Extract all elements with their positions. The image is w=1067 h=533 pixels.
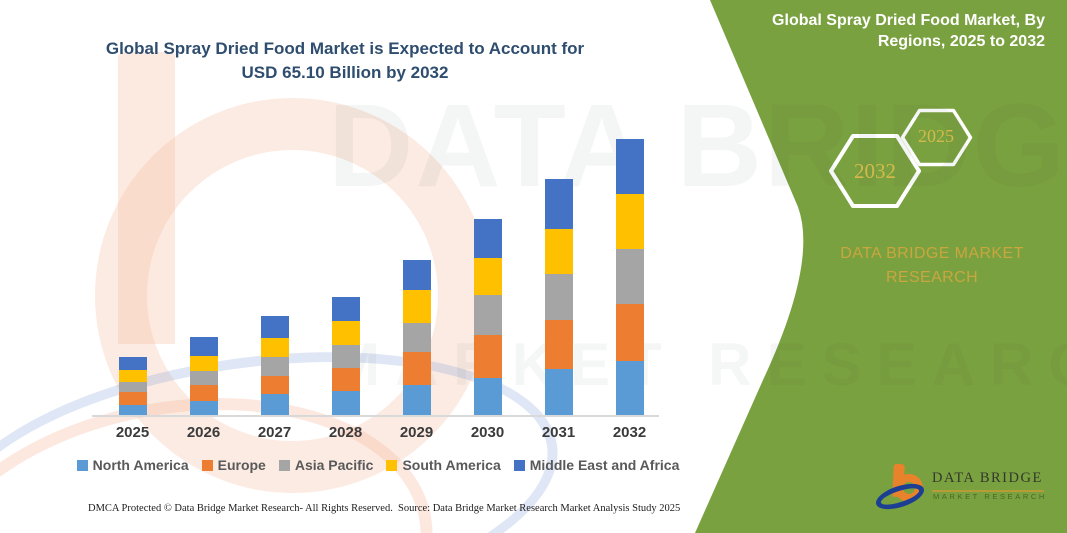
watermark-text-line2: MARKET RESEARCH — [330, 331, 1067, 398]
bar-2027 — [260, 316, 289, 416]
brand-wordmark-line2: RESEARCH — [885, 269, 979, 286]
hexagon-2025-icon — [900, 108, 973, 167]
bar-segment-2030-middle-east-and-africa — [473, 219, 502, 258]
chart-title-line2: USD 65.10 Billion by 2032 — [241, 63, 449, 82]
bar-segment-2027-south-america — [260, 337, 289, 357]
watermark-text-line1: DATA BRIDGE — [328, 80, 1067, 212]
bar-segment-2032-asia-pacific — [615, 248, 644, 305]
legend-label: Middle East and Africa — [529, 457, 680, 473]
hexagon-2032-label: 2032 — [854, 159, 896, 183]
brand-wordmark: DATA BRIDGE MARKET RESEARCH — [818, 242, 1046, 290]
bar-segment-2031-north-america — [544, 369, 573, 416]
x-axis-label-2031: 2031 — [541, 424, 576, 441]
bar-segment-2031-asia-pacific — [544, 273, 573, 320]
legend-item-middle-east-and-africa: Middle East and Africa — [513, 457, 680, 473]
bar-segment-2032-north-america — [615, 360, 644, 416]
chart-title-line1: Global Spray Dried Food Market is Expect… — [105, 39, 585, 58]
bar-segment-2029-middle-east-and-africa — [402, 260, 431, 291]
legend-item-europe: Europe — [201, 457, 266, 473]
logo-subtext: MARKET RESEARCH — [933, 492, 1047, 501]
bar-segment-2030-south-america — [473, 257, 502, 296]
bar-2031 — [544, 179, 573, 416]
x-axis-label-2028: 2028 — [328, 424, 363, 441]
bar-segment-2025-south-america — [118, 369, 147, 382]
legend-swatch-icon — [278, 459, 290, 471]
bar-segment-2026-south-america — [189, 355, 218, 371]
bar-segment-2029-asia-pacific — [402, 322, 431, 353]
legend-item-asia-pacific: Asia Pacific — [278, 457, 374, 473]
bar-segment-2031-south-america — [544, 228, 573, 274]
bar-2025 — [118, 356, 147, 416]
bar-segment-2030-europe — [473, 334, 502, 378]
bar-segment-2028-europe — [331, 368, 360, 392]
bar-segment-2025-middle-east-and-africa — [118, 356, 147, 370]
x-axis-label-2026: 2026 — [186, 424, 221, 441]
x-axis-line — [92, 415, 659, 417]
footer-source-text: Source: Data Bridge Market Research Mark… — [398, 503, 681, 514]
bar-segment-2027-north-america — [260, 394, 289, 416]
hexagon-2025-label: 2025 — [918, 126, 954, 146]
data-bridge-logo: DATA BRIDGE MARKET RESEARCH — [872, 458, 1052, 515]
bar-segment-2028-middle-east-and-africa — [331, 296, 360, 322]
bar-2030 — [473, 219, 502, 416]
chart-title: Global Spray Dried Food Market is Expect… — [58, 37, 632, 85]
legend-swatch-icon — [513, 459, 525, 471]
bar-segment-2026-middle-east-and-africa — [189, 337, 218, 356]
bar-segment-2028-asia-pacific — [331, 344, 360, 369]
legend-swatch-icon — [386, 459, 398, 471]
bar-segment-2030-north-america — [473, 377, 502, 416]
bar-segment-2029-europe — [402, 352, 431, 386]
x-axis-label-2029: 2029 — [399, 424, 434, 441]
x-axis-label-2025: 2025 — [115, 424, 150, 441]
bar-segment-2025-europe — [118, 391, 147, 405]
legend-label: Asia Pacific — [294, 457, 374, 473]
bar-segment-2027-middle-east-and-africa — [260, 316, 289, 338]
brand-wordmark-line1: DATA BRIDGE MARKET — [840, 245, 1024, 262]
bar-segment-2026-asia-pacific — [189, 370, 218, 385]
bar-segment-2026-europe — [189, 384, 218, 402]
x-axis-label-2027: 2027 — [257, 424, 292, 441]
bar-segment-2029-south-america — [402, 290, 431, 323]
hexagon-2032-icon — [829, 134, 921, 208]
bar-segment-2028-south-america — [331, 321, 360, 345]
bar-2032 — [615, 139, 644, 416]
bar-segment-2032-middle-east-and-africa — [615, 139, 644, 194]
logo-name: DATA BRIDGE — [932, 470, 1044, 492]
bar-2028 — [331, 296, 360, 416]
side-panel-title-line2: Regions, 2025 to 2032 — [877, 33, 1045, 50]
legend-item-south-america: South America — [386, 457, 501, 473]
side-panel-title: Global Spray Dried Food Market, By Regio… — [712, 10, 1045, 52]
bar-segment-2031-europe — [544, 319, 573, 370]
bar-2026 — [189, 337, 218, 416]
x-axis-label-2032: 2032 — [612, 424, 647, 441]
legend-swatch-icon — [76, 459, 88, 471]
bar-segment-2025-north-america — [118, 404, 147, 416]
bar-segment-2030-asia-pacific — [473, 295, 502, 335]
bar-segment-2028-north-america — [331, 391, 360, 416]
bar-2029 — [402, 260, 431, 416]
bar-segment-2025-asia-pacific — [118, 381, 147, 392]
x-axis-label-2030: 2030 — [470, 424, 505, 441]
bar-segment-2029-north-america — [402, 385, 431, 416]
legend-label: North America — [92, 457, 189, 473]
bar-segment-2026-north-america — [189, 401, 218, 416]
side-panel-title-line1: Global Spray Dried Food Market, By — [772, 12, 1045, 29]
bar-segment-2027-asia-pacific — [260, 356, 289, 376]
bar-segment-2032-europe — [615, 304, 644, 361]
legend-item-north-america: North America — [76, 457, 189, 473]
bar-segment-2032-south-america — [615, 193, 644, 249]
legend-label: Europe — [217, 457, 266, 473]
legend-label: South America — [402, 457, 501, 473]
logo-b-bowl-icon — [895, 474, 923, 502]
chart-legend: North America Europe Asia Pacific South Ame… — [76, 457, 679, 473]
bar-segment-2027-europe — [260, 375, 289, 395]
legend-swatch-icon — [201, 459, 213, 471]
footer-dmca-text: DMCA Protected © Data Bridge Market Rese… — [88, 503, 393, 514]
bar-segment-2031-middle-east-and-africa — [544, 179, 573, 229]
